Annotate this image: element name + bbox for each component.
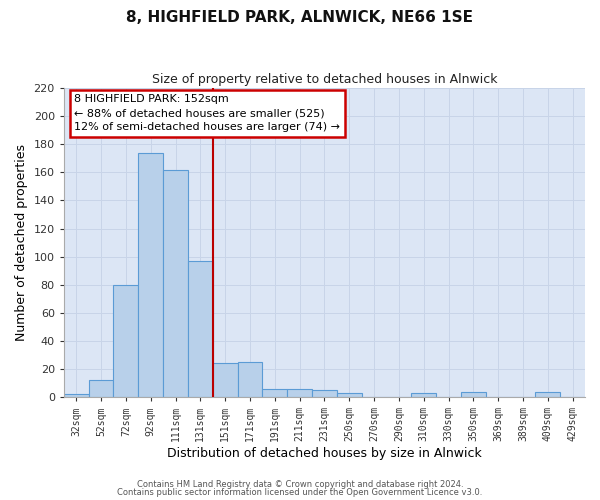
Bar — [113, 285, 138, 397]
Text: Contains public sector information licensed under the Open Government Licence v3: Contains public sector information licen… — [118, 488, 482, 497]
Bar — [238, 362, 262, 397]
Text: Contains HM Land Registry data © Crown copyright and database right 2024.: Contains HM Land Registry data © Crown c… — [137, 480, 463, 489]
Bar — [461, 392, 486, 397]
Bar — [262, 388, 287, 397]
X-axis label: Distribution of detached houses by size in Alnwick: Distribution of detached houses by size … — [167, 447, 482, 460]
Bar — [163, 170, 188, 397]
Bar — [337, 393, 362, 397]
Bar — [89, 380, 113, 397]
Bar — [287, 388, 312, 397]
Bar — [188, 261, 213, 397]
Title: Size of property relative to detached houses in Alnwick: Size of property relative to detached ho… — [152, 72, 497, 86]
Bar — [411, 393, 436, 397]
Bar — [535, 392, 560, 397]
Y-axis label: Number of detached properties: Number of detached properties — [15, 144, 28, 341]
Bar — [64, 394, 89, 397]
Text: 8 HIGHFIELD PARK: 152sqm
← 88% of detached houses are smaller (525)
12% of semi-: 8 HIGHFIELD PARK: 152sqm ← 88% of detach… — [74, 94, 340, 132]
Bar — [312, 390, 337, 397]
Bar — [138, 152, 163, 397]
Text: 8, HIGHFIELD PARK, ALNWICK, NE66 1SE: 8, HIGHFIELD PARK, ALNWICK, NE66 1SE — [127, 10, 473, 25]
Bar — [213, 364, 238, 397]
